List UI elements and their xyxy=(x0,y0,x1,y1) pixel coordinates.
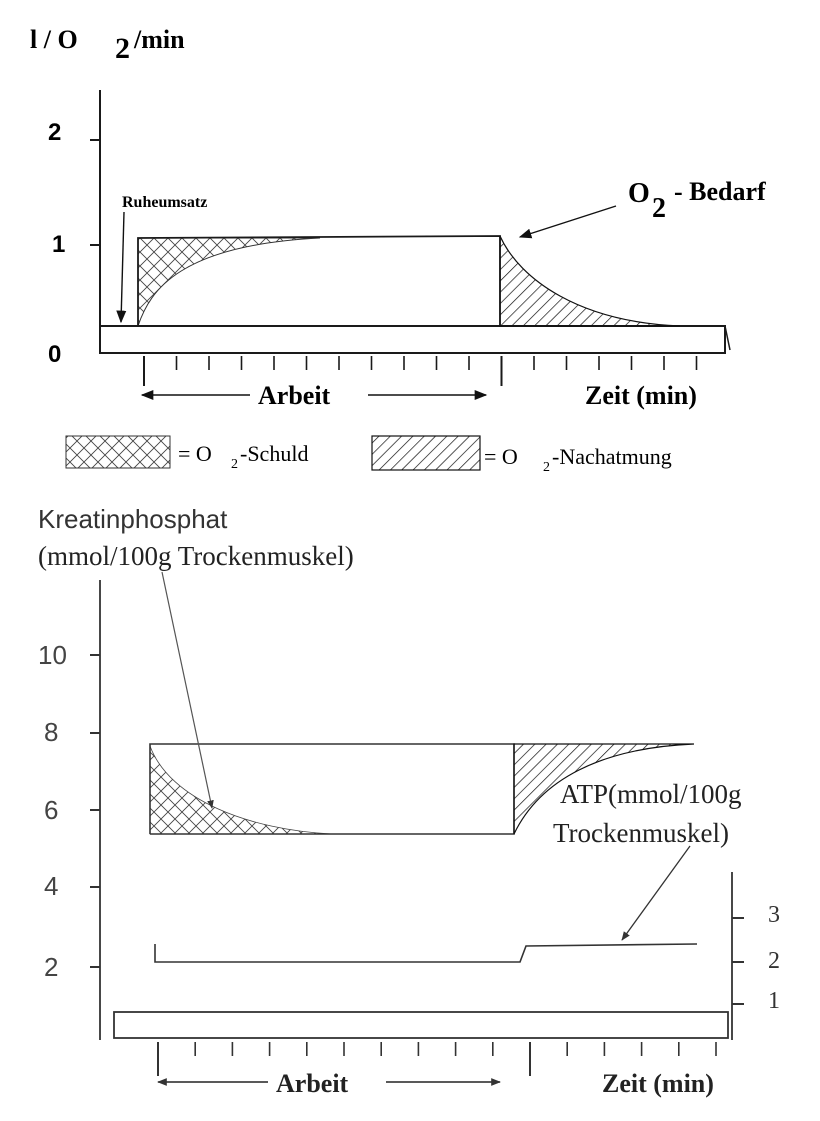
legend-o2-debt-eq: = O xyxy=(178,441,212,466)
bottom-x-ticks xyxy=(157,1042,717,1076)
top-ytick-label-0: 0 xyxy=(48,341,61,368)
bottom-atp-tick-label-1: 1 xyxy=(768,988,780,1014)
top-ytick-label-2: 2 xyxy=(48,119,61,146)
bottom-atp-pointer-arrow xyxy=(621,845,691,941)
bottom-atp-tick-label-2: 2 xyxy=(768,948,780,974)
top-x-ticks xyxy=(143,356,698,386)
bottom-title-line1: Kreatinphosphat xyxy=(38,504,228,534)
legend-o2-recovery-sub: 2 xyxy=(543,460,550,475)
top-ylabel-unit: /min xyxy=(133,25,185,54)
legend-o2-recovery-swatch xyxy=(371,435,481,471)
top-chart: l / O 2 /min 2 1 0 Ruheumsatz O 2 - Beda… xyxy=(30,25,766,475)
bottom-ytick-label-4: 4 xyxy=(44,871,58,901)
legend-o2-debt-sub: 2 xyxy=(231,457,238,472)
top-work-label: Arbeit xyxy=(258,381,331,410)
bottom-work-label: Arbeit xyxy=(276,1069,349,1098)
top-ylabel: l / O xyxy=(30,25,78,54)
bottom-baseline-bar xyxy=(113,1011,729,1039)
top-demand-arrow xyxy=(518,205,617,239)
bottom-title-line2: (mmol/100g Trockenmuskel) xyxy=(38,541,354,571)
bottom-time-label: Zeit (min) xyxy=(602,1069,714,1098)
bottom-atp-tick-label-3: 3 xyxy=(768,902,780,928)
bottom-ytick-label-6: 6 xyxy=(44,795,58,825)
bottom-atp-label-line2: Trockenmuskel) xyxy=(553,818,729,848)
legend-o2-debt-text: -Schuld xyxy=(240,441,308,466)
top-rest-label: Ruheumsatz xyxy=(122,194,207,211)
bottom-atp-line xyxy=(154,943,698,963)
top-ylabel-sub: 2 xyxy=(115,32,130,65)
bottom-chart: Kreatinphosphat (mmol/100g Trockenmuskel… xyxy=(38,504,780,1098)
legend-o2-debt-swatch xyxy=(65,435,171,469)
bottom-ytick-label-2: 2 xyxy=(44,952,58,982)
legend-o2-recovery-eq: = O xyxy=(484,444,518,469)
legend-o2-recovery-text: -Nachatmung xyxy=(552,444,672,469)
top-rest-arrow xyxy=(116,211,127,324)
top-demand-label-o: O xyxy=(628,178,650,209)
top-demand-label-text: - Bedarf xyxy=(674,177,766,206)
bottom-cp-recovery-area xyxy=(513,743,695,835)
bottom-cp-pointer-arrow xyxy=(161,571,214,809)
bottom-ytick-label-8: 8 xyxy=(44,717,58,747)
top-baseline-bar xyxy=(99,325,726,354)
top-recovery-area xyxy=(499,235,681,327)
top-time-label: Zeit (min) xyxy=(585,381,697,410)
top-baseline-end xyxy=(724,325,731,351)
top-o2-debt-area xyxy=(137,237,321,327)
bottom-atp-label-line1: ATP(mmol/100g xyxy=(560,779,742,809)
top-demand-label-sub: 2 xyxy=(652,193,666,224)
top-ytick-label-1: 1 xyxy=(52,231,65,258)
bottom-ytick-label-10: 10 xyxy=(38,640,67,670)
bottom-cp-depletion-area xyxy=(149,745,333,835)
